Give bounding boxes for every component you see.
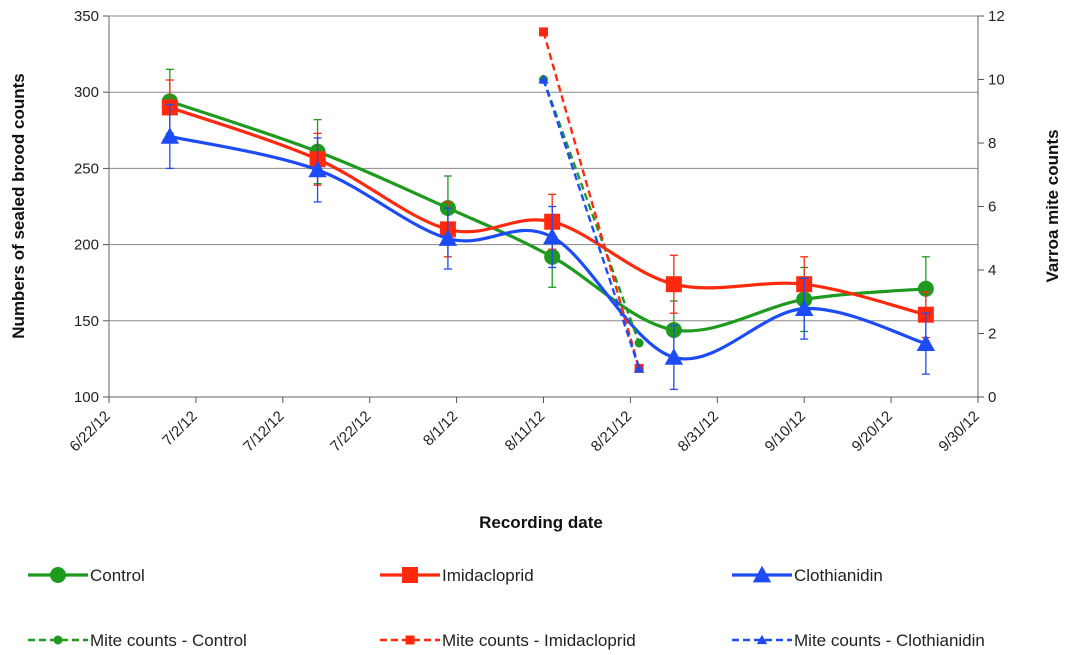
x-tick-label: 9/20/12 bbox=[849, 408, 896, 455]
data-point bbox=[405, 635, 415, 645]
x-tick-label: 8/1/12 bbox=[420, 408, 462, 450]
series-line bbox=[169, 134, 927, 361]
y2-tick-label: 6 bbox=[988, 199, 996, 216]
y-tick-label: 100 bbox=[74, 389, 99, 406]
legend-item-mite-counts-control: Mite counts - Control bbox=[28, 631, 247, 650]
legend-item-mite-counts-clothianidin: Mite counts - Clothianidin bbox=[732, 631, 985, 650]
data-point bbox=[917, 280, 934, 297]
y2-tick-label: 10 bbox=[988, 72, 1005, 89]
legend-label: Imidacloprid bbox=[442, 566, 534, 585]
legend-label: Control bbox=[90, 566, 145, 585]
legend-label: Clothianidin bbox=[794, 566, 883, 585]
data-point bbox=[916, 334, 936, 352]
y2-tick-label: 8 bbox=[988, 135, 996, 152]
data-point bbox=[634, 338, 644, 348]
x-tick-label: 6/22/12 bbox=[66, 408, 113, 455]
series-clothianidin bbox=[160, 103, 936, 391]
x-tick-label: 8/21/12 bbox=[588, 408, 635, 455]
data-point bbox=[752, 565, 772, 583]
y2-axis-title: Varroa mite counts bbox=[1043, 129, 1062, 282]
legend-item-clothianidin: Clothianidin bbox=[732, 565, 883, 585]
data-point bbox=[438, 229, 458, 246]
y2-tick-label: 12 bbox=[988, 8, 1005, 25]
series-line bbox=[542, 79, 641, 344]
data-point bbox=[308, 160, 327, 178]
series-line bbox=[542, 79, 641, 369]
data-point bbox=[50, 567, 66, 583]
y2-tick-label: 2 bbox=[988, 326, 996, 343]
x-axis-title: Recording date bbox=[479, 513, 603, 532]
x-tick-label: 7/2/12 bbox=[159, 408, 201, 450]
legend-label: Mite counts - Clothianidin bbox=[794, 631, 985, 650]
data-point bbox=[539, 27, 548, 37]
x-tick-label: 9/30/12 bbox=[935, 408, 982, 455]
series-line bbox=[542, 31, 641, 369]
data-point bbox=[538, 74, 549, 84]
y-tick-label: 350 bbox=[74, 8, 99, 25]
legend-label: Mite counts - Control bbox=[90, 631, 247, 650]
data-point bbox=[665, 276, 682, 293]
x-tick-label: 9/10/12 bbox=[762, 408, 809, 455]
y-tick-label: 300 bbox=[74, 84, 99, 101]
data-point bbox=[756, 634, 768, 645]
gridlines bbox=[109, 15, 978, 398]
legend-item-control: Control bbox=[28, 566, 145, 585]
legend: Control Imidacloprid Clothianidin Mite coun… bbox=[28, 565, 985, 650]
y-tick-label: 150 bbox=[74, 313, 99, 330]
data-point bbox=[633, 363, 645, 373]
data-point bbox=[160, 127, 180, 144]
x-tick-label: 8/11/12 bbox=[502, 408, 549, 455]
data-point bbox=[795, 299, 814, 316]
legend-item-imidacloprid: Imidacloprid bbox=[380, 566, 534, 585]
data-point bbox=[53, 635, 63, 645]
data-point bbox=[402, 567, 418, 583]
legend-label: Mite counts - Imidacloprid bbox=[442, 631, 636, 650]
y-tick-label: 250 bbox=[74, 160, 99, 177]
y2-tick-label: 0 bbox=[988, 389, 996, 406]
data-point bbox=[542, 227, 562, 245]
x-tick-label: 8/31/12 bbox=[675, 408, 722, 455]
y-axis-title: Numbers of sealed brood counts bbox=[9, 73, 28, 338]
x-tick-label: 7/12/12 bbox=[240, 408, 287, 455]
legend-item-mite-counts-imidacloprid: Mite counts - Imidacloprid bbox=[380, 631, 636, 650]
y2-tick-label: 4 bbox=[988, 262, 996, 279]
x-tick-label: 7/22/12 bbox=[327, 408, 374, 455]
series-layer bbox=[160, 27, 936, 391]
data-point bbox=[664, 348, 684, 365]
series-mite-counts-clothianidin bbox=[538, 74, 645, 373]
y-tick-label: 200 bbox=[74, 237, 99, 254]
